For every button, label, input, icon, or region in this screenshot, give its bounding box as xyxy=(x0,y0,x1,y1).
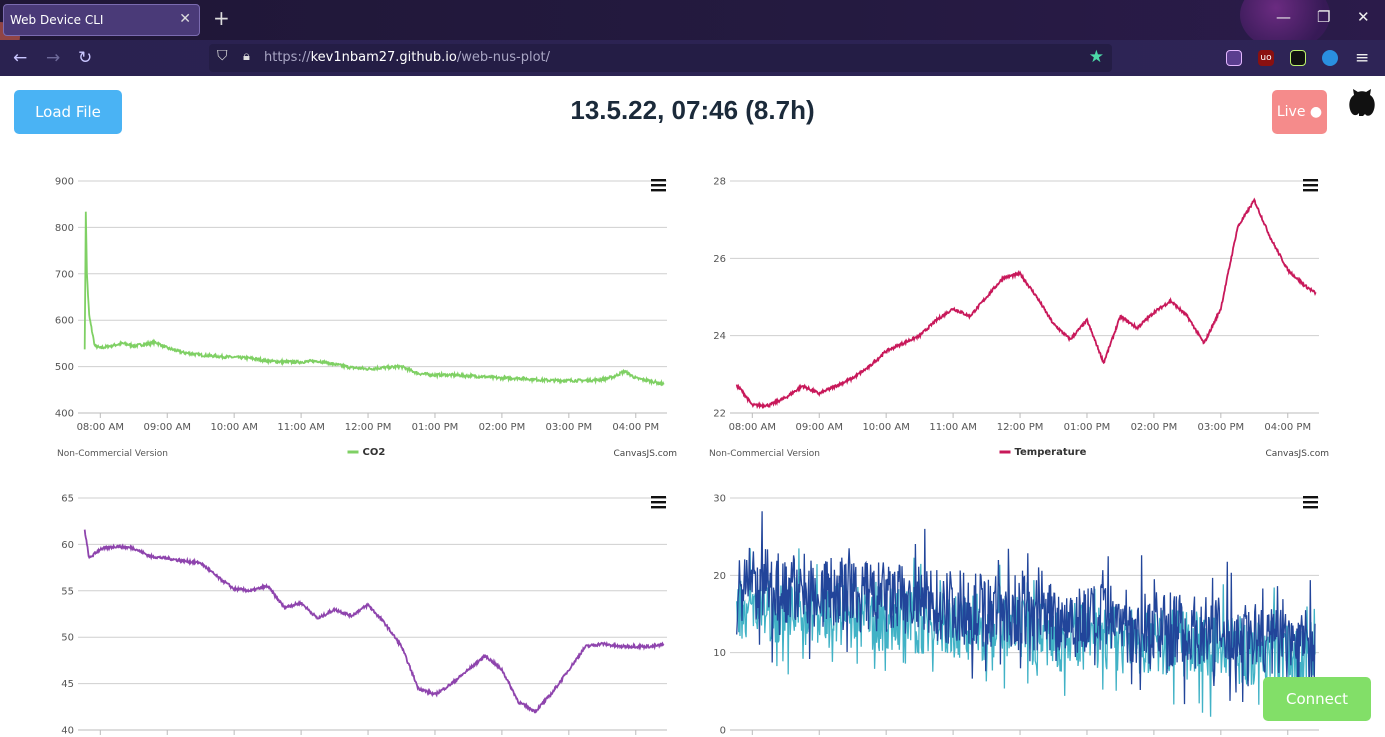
new-tab-button[interactable]: + xyxy=(213,6,230,30)
x-tick-label: 02:00 PM xyxy=(1131,422,1178,433)
series-line xyxy=(735,197,1317,410)
watermark-left: Non-Commercial Version xyxy=(709,449,820,459)
series-line xyxy=(736,511,1316,705)
chart-menu-icon[interactable] xyxy=(1303,179,1318,192)
x-tick-label: 11:00 AM xyxy=(277,422,324,433)
y-tick-label: 55 xyxy=(61,586,74,597)
legend-item[interactable]: Temperature xyxy=(999,447,1087,458)
bookmark-star-icon[interactable]: ★ xyxy=(1088,47,1104,67)
extension-icon[interactable] xyxy=(1290,50,1306,66)
x-tick-label: 04:00 PM xyxy=(1264,422,1311,433)
y-tick-label: 10 xyxy=(713,648,726,659)
y-tick-label: 28 xyxy=(713,177,726,188)
noise-chart: 0 10 20 30 xyxy=(713,494,1319,737)
tracking-shield-icon[interactable]: ⛉ xyxy=(217,48,228,64)
y-tick-label: 0 xyxy=(720,726,726,737)
y-tick-label: 600 xyxy=(55,316,74,327)
y-tick-label: 50 xyxy=(61,633,74,644)
temperature-chart: 22 24 26 28 08:00 AM 09:00 AM 10:00 AM 11:00 AM… xyxy=(709,177,1329,460)
y-tick-label: 40 xyxy=(61,726,74,737)
y-tick-label: 24 xyxy=(713,331,726,342)
load-file-button[interactable]: Load File xyxy=(14,90,122,134)
series-line xyxy=(83,529,665,714)
y-tick-label: 500 xyxy=(55,362,74,373)
y-tick-label: 45 xyxy=(61,679,74,690)
address-bar[interactable]: ⛉ 🔒︎ https://kev1nbam27.github.io/web-nu… xyxy=(209,44,1112,72)
y-tick-label: 400 xyxy=(55,409,74,420)
browser-nav-bar: ← → ↻ ⛉ 🔒︎ https://kev1nbam27.github.io/… xyxy=(0,40,1385,76)
y-tick-label: 700 xyxy=(55,269,74,280)
x-tick-label: 03:00 PM xyxy=(546,422,593,433)
github-icon[interactable] xyxy=(1345,86,1379,120)
y-tick-label: 65 xyxy=(61,494,74,505)
browser-tab[interactable]: Web Device CLI ✕ xyxy=(3,4,200,36)
x-tick-label: 01:00 PM xyxy=(1064,422,1111,433)
x-tick-label: 03:00 PM xyxy=(1198,422,1245,433)
chart-menu-icon[interactable] xyxy=(1303,496,1318,509)
y-tick-label: 800 xyxy=(55,223,74,234)
tab-title: Web Device CLI xyxy=(10,13,104,27)
forward-arrow-icon[interactable]: → xyxy=(46,48,61,68)
x-tick-label: 02:00 PM xyxy=(479,422,526,433)
x-tick-label: 12:00 PM xyxy=(997,422,1044,433)
x-tick-label: 12:00 PM xyxy=(345,422,392,433)
chart-menu-icon[interactable] xyxy=(651,179,666,192)
co2-chart: 400 500 600 700 800 900 08:00 AM 09:00 AM 10:00 … xyxy=(55,177,677,460)
x-tick-label: 01:00 PM xyxy=(412,422,459,433)
watermark-left: Non-Commercial Version xyxy=(57,449,168,459)
legend-label: CO2 xyxy=(363,447,386,458)
x-tick-label: 08:00 AM xyxy=(77,422,124,433)
x-tick-label: 11:00 AM xyxy=(929,422,976,433)
y-tick-label: 900 xyxy=(55,177,74,188)
chart-menu-icon[interactable] xyxy=(651,496,666,509)
page-title: 13.5.22, 07:46 (8.7h) xyxy=(570,95,815,125)
pocket-icon[interactable] xyxy=(1226,50,1242,66)
watermark-right: CanvasJS.com xyxy=(614,449,677,459)
restore-icon[interactable]: ❐ xyxy=(1317,8,1331,26)
lock-icon[interactable]: 🔒︎ xyxy=(243,49,250,64)
x-tick-label: 09:00 AM xyxy=(796,422,843,433)
y-tick-label: 20 xyxy=(713,571,726,582)
firefox-account-icon[interactable] xyxy=(1322,50,1338,66)
browser-tab-bar: Web Device CLI ✕ + — ❐ ✕ xyxy=(0,0,1385,52)
x-tick-label: 10:00 AM xyxy=(862,422,909,433)
ublock-icon[interactable]: uo xyxy=(1258,50,1274,66)
x-tick-label: 04:00 PM xyxy=(612,422,659,433)
y-tick-label: 60 xyxy=(61,540,74,551)
series-line xyxy=(83,211,665,387)
y-tick-label: 22 xyxy=(713,409,726,420)
x-tick-label: 08:00 AM xyxy=(729,422,776,433)
back-arrow-icon[interactable]: ← xyxy=(13,48,28,68)
legend-item[interactable]: CO2 xyxy=(347,447,386,458)
reload-icon[interactable]: ↻ xyxy=(78,48,93,68)
minimize-icon[interactable]: — xyxy=(1276,8,1291,26)
x-tick-label: 10:00 AM xyxy=(210,422,257,433)
live-button[interactable]: Live ● xyxy=(1272,90,1327,134)
legend-label: Temperature xyxy=(1015,447,1087,458)
x-tick-label: 09:00 AM xyxy=(144,422,191,433)
y-tick-label: 26 xyxy=(713,254,726,265)
menu-icon[interactable]: ≡ xyxy=(1355,48,1370,68)
url-text[interactable]: https://kev1nbam27.github.io/web-nus-plo… xyxy=(264,50,551,65)
close-tab-icon[interactable]: ✕ xyxy=(179,11,191,27)
connect-button[interactable]: Connect xyxy=(1263,677,1371,721)
humidity-chart: 40 45 50 55 60 65 xyxy=(61,494,667,737)
window-close-icon[interactable]: ✕ xyxy=(1357,8,1370,26)
watermark-right: CanvasJS.com xyxy=(1266,449,1329,459)
y-tick-label: 30 xyxy=(713,494,726,505)
